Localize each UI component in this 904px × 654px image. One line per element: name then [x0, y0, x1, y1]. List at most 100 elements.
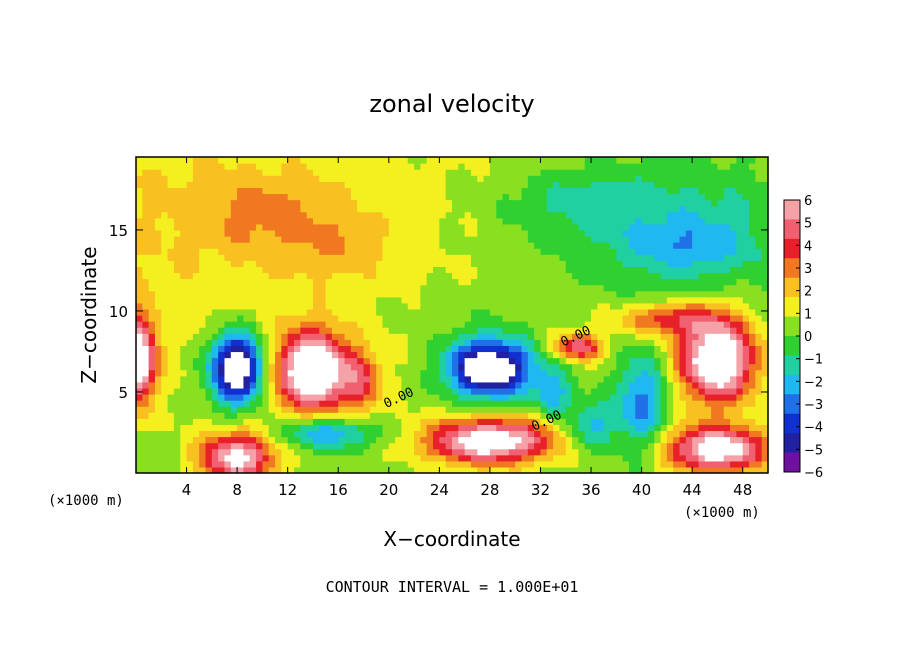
heatmap-cell	[344, 460, 352, 468]
heatmap-cell	[161, 454, 169, 462]
heatmap-cell	[540, 351, 548, 359]
heatmap-cell	[249, 430, 257, 438]
heatmap-cell	[679, 321, 687, 328]
heatmap-cell	[546, 321, 554, 328]
heatmap-cell	[433, 187, 440, 195]
heatmap-cell	[679, 315, 687, 322]
heatmap-cell	[243, 351, 251, 359]
heatmap-cell	[173, 217, 181, 225]
heatmap-cell	[654, 375, 662, 383]
heatmap-cell	[256, 187, 263, 195]
heatmap-cell	[275, 400, 282, 407]
heatmap-cell	[458, 157, 466, 164]
heatmap-cell	[148, 205, 156, 213]
heatmap-cell	[407, 272, 415, 280]
heatmap-cell	[508, 308, 516, 316]
heatmap-cell	[730, 436, 737, 444]
heatmap-cell	[692, 229, 700, 237]
heatmap-cell	[458, 223, 466, 231]
heatmap-cell	[464, 163, 472, 170]
heatmap-cell	[376, 430, 384, 438]
heatmap-cell	[300, 315, 308, 322]
heatmap-cell	[597, 296, 605, 304]
heatmap-cell	[622, 242, 630, 249]
heatmap-cell	[641, 157, 649, 164]
heatmap-cell	[635, 321, 643, 328]
heatmap-cell	[477, 272, 485, 280]
heatmap-cell	[331, 339, 339, 346]
heatmap-cell	[496, 466, 504, 474]
heatmap-cell	[218, 351, 226, 359]
heatmap-cell	[546, 205, 554, 213]
heatmap-cell	[237, 290, 245, 298]
heatmap-cell	[534, 157, 542, 164]
heatmap-cell	[249, 412, 257, 419]
heatmap-cell	[616, 223, 624, 231]
heatmap-cell	[338, 412, 346, 419]
heatmap-cell	[464, 387, 472, 395]
heatmap-cell	[376, 375, 384, 383]
heatmap-cell	[628, 406, 636, 413]
heatmap-cell	[331, 448, 339, 456]
heatmap-cell	[211, 308, 219, 316]
heatmap-cell	[154, 187, 162, 195]
heatmap-cell	[452, 278, 459, 286]
heatmap-cell	[192, 199, 200, 207]
heatmap-cell	[344, 284, 352, 292]
heatmap-cell	[692, 327, 700, 334]
heatmap-cell	[401, 229, 409, 237]
heatmap-cell	[591, 400, 598, 407]
heatmap-cell	[357, 157, 365, 164]
heatmap-cell	[306, 351, 314, 359]
heatmap-cell	[698, 448, 706, 456]
heatmap-cell	[249, 284, 257, 292]
heatmap-cell	[173, 272, 181, 280]
heatmap-cell	[673, 369, 681, 377]
heatmap-cell	[515, 296, 523, 304]
heatmap-cell	[167, 157, 175, 164]
heatmap-cell	[565, 315, 573, 322]
heatmap-cell	[704, 351, 712, 359]
heatmap-cell	[641, 211, 649, 219]
heatmap-cell	[635, 327, 643, 334]
heatmap-cell	[312, 315, 320, 322]
heatmap-cell	[534, 381, 542, 389]
heatmap-cell	[287, 442, 295, 450]
heatmap-cell	[414, 296, 421, 304]
heatmap-cell	[136, 181, 143, 188]
heatmap-cell	[584, 357, 592, 365]
heatmap-cell	[306, 217, 314, 225]
heatmap-cell	[527, 387, 535, 395]
heatmap-cell	[502, 375, 510, 383]
heatmap-cell	[433, 278, 440, 286]
heatmap-cell	[660, 369, 668, 377]
heatmap-cell	[211, 236, 219, 243]
heatmap-cell	[401, 217, 409, 225]
heatmap-cell	[597, 327, 605, 334]
heatmap-cell	[319, 163, 327, 170]
heatmap-cell	[578, 284, 586, 292]
heatmap-cell	[312, 211, 320, 219]
heatmap-cell	[578, 412, 586, 419]
heatmap-cell	[553, 266, 561, 274]
heatmap-cell	[641, 442, 649, 450]
heatmap-cell	[407, 315, 415, 322]
heatmap-cell	[489, 254, 497, 261]
heatmap-cell	[635, 175, 643, 182]
heatmap-cell	[294, 248, 301, 255]
heatmap-cell	[224, 369, 232, 377]
heatmap-cell	[312, 157, 320, 164]
heatmap-cell	[515, 400, 523, 407]
heatmap-cell	[572, 339, 579, 346]
heatmap-cell	[622, 236, 630, 243]
heatmap-cell	[502, 266, 510, 274]
heatmap-cell	[294, 157, 301, 164]
heatmap-cell	[458, 357, 466, 365]
heatmap-cell	[369, 321, 377, 328]
heatmap-cell	[350, 436, 358, 444]
heatmap-cell	[647, 181, 655, 188]
heatmap-cell	[660, 211, 668, 219]
heatmap-cell	[218, 266, 226, 274]
heatmap-cell	[224, 363, 232, 371]
heatmap-cell	[148, 333, 156, 340]
